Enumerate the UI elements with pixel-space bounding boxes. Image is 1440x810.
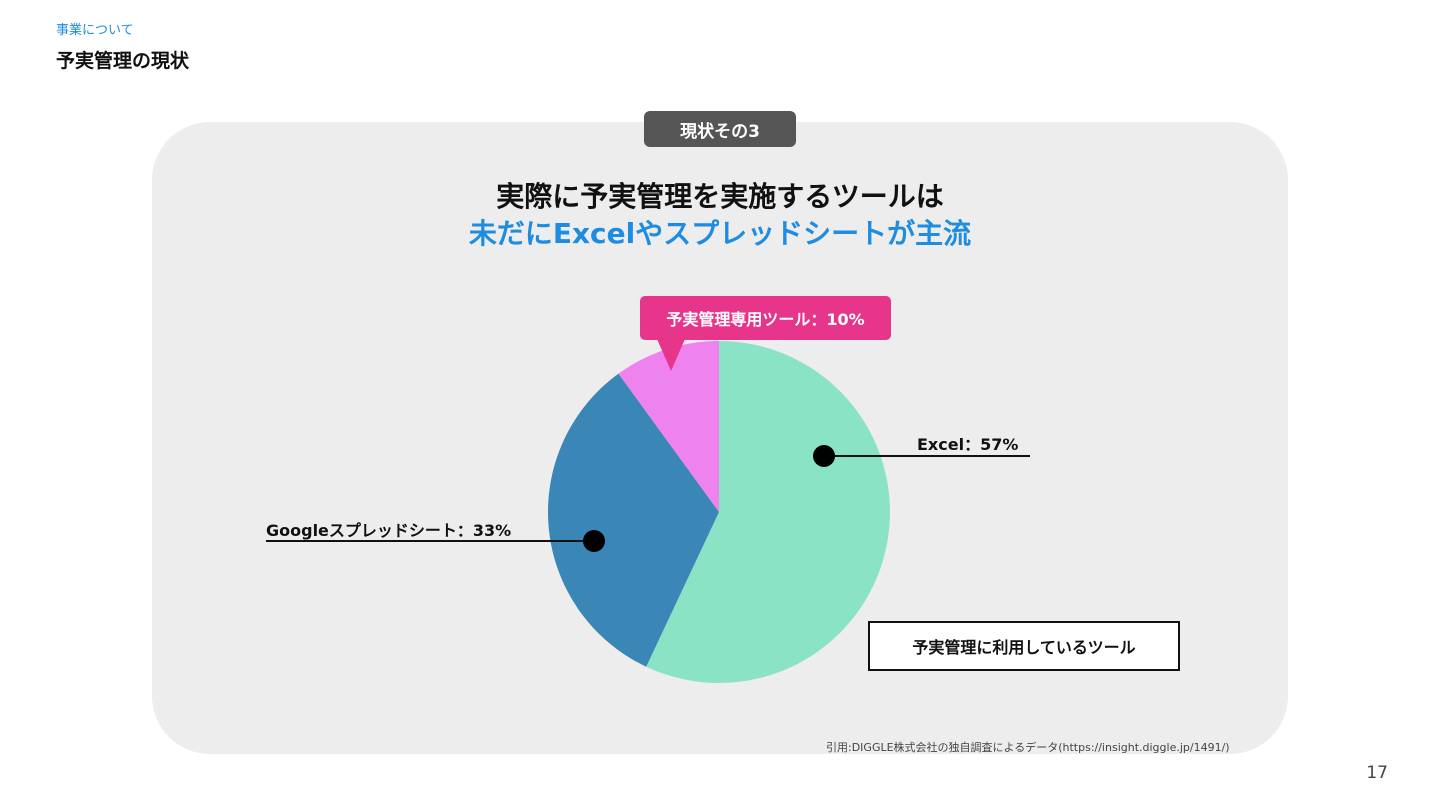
leader-lines xyxy=(266,445,1030,552)
pie-slice-excel xyxy=(646,341,890,683)
callout-box: 予実管理専用ツール：10% xyxy=(640,296,891,340)
pie-slice-dedicated-tool xyxy=(618,341,719,512)
page-number: 17 xyxy=(1366,763,1388,783)
source-citation: 引用:DIGGLE株式会社の独自調査によるデータ(https://insight… xyxy=(826,741,1230,754)
chart-title-box: 予実管理に利用しているツール xyxy=(868,621,1180,671)
excel-leader-dot xyxy=(813,445,835,467)
page-title: 予実管理の現状 xyxy=(56,50,190,72)
status-badge: 現状その3 xyxy=(644,111,796,147)
google-leader-dot xyxy=(583,530,605,552)
callout-tail xyxy=(657,339,685,371)
headline-line-1: 実際に予実管理を実施するツールは xyxy=(496,180,944,213)
google-sheets-label: Googleスプレッドシート：33% xyxy=(266,521,512,540)
headline-line-2: 未だにExcelやスプレッドシートが主流 xyxy=(468,217,972,250)
excel-label: Excel：57% xyxy=(917,435,1019,454)
section-label: 事業について xyxy=(56,23,134,38)
pie-slice-google-sheets xyxy=(547,373,719,667)
